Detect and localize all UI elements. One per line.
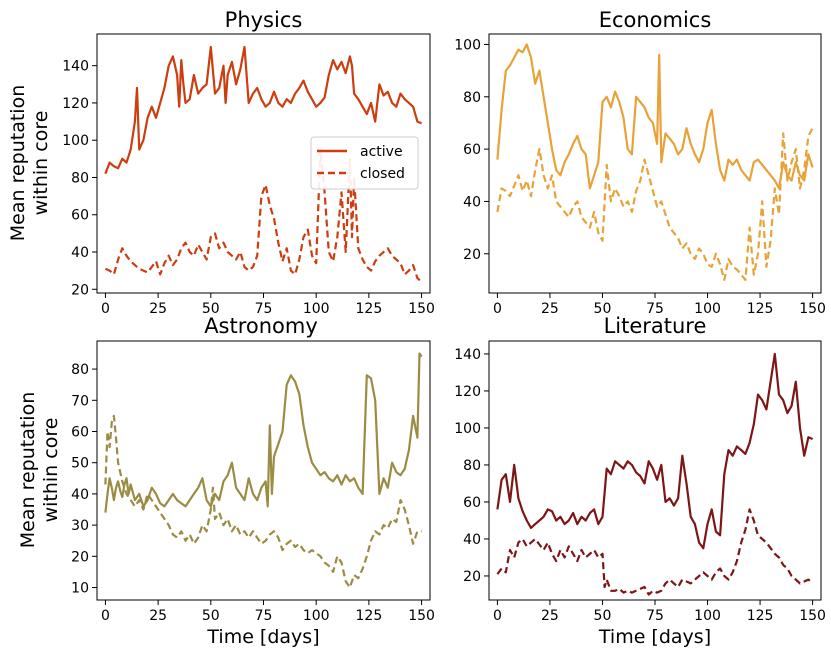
physics-closed-series-line [104,148,423,283]
physics-ytick-label: 80 [71,170,89,186]
astronomy-xtick-label: 100 [303,608,330,624]
astronomy-closed-series-line [104,414,422,589]
physics-active-series-line [104,45,423,175]
panel-physics: Physics 0 25 50 75 100 125 150 20 40 60 80 100 120 14… [62,8,435,317]
astronomy-xtick-label: 125 [356,608,383,624]
physics-xtick-label: 125 [356,301,383,317]
economics-xtick-label: 50 [594,301,612,317]
economics-plot-area: 0 25 50 75 100 125 150 20 40 60 80 100 [454,37,826,317]
economics-ytick-label: 20 [463,247,481,263]
literature-xtick-label: 0 [493,608,502,624]
panel-literature: Literature 0 25 50 75 100 125 150 20 40 60 80 100 12… [454,314,826,624]
literature-ytick-label: 120 [454,384,481,400]
physics-title: Physics [225,8,303,32]
economics-xtick-label: 100 [694,301,721,317]
astronomy-title: Astronomy [204,314,318,338]
literature-ytick-label: 100 [454,421,481,437]
literature-title: Literature [604,314,707,338]
literature-xtick-label: 75 [646,608,664,624]
literature-ytick-label: 40 [463,532,481,548]
literature-xtick-label: 100 [694,608,721,624]
astronomy-ytick-label: 40 [71,487,89,503]
physics-ytick-label: 140 [62,59,89,75]
economics-ytick-label: 60 [463,142,481,158]
economics-xtick-label: 150 [799,301,826,317]
astronomy-ytick-label: 20 [71,549,89,565]
physics-plot-area: 0 25 50 75 100 125 150 20 40 60 80 100 120 140 [62,45,435,317]
physics-xtick-label: 75 [255,301,273,317]
literature-ytick-label: 140 [454,347,481,363]
literature-plot-area: 0 25 50 75 100 125 150 20 40 60 80 100 120 140 [454,347,826,624]
economics-xtick-label: 0 [493,301,502,317]
economics-xtick-label: 125 [747,301,774,317]
literature-xtick-label: 25 [541,608,559,624]
astronomy-ytick-label: 60 [71,424,89,440]
astronomy-plot-area: 0 25 50 75 100 125 150 10 20 30 40 50 60 70 80 [71,352,435,624]
physics-ytick-label: 20 [71,282,89,298]
physics-xtick-label: 50 [202,301,220,317]
legend-active-label: active [360,144,403,160]
panel-astronomy: Astronomy 0 25 50 75 100 125 150 10 20 30 40 50 60 70… [71,314,435,624]
economics-ytick-label: 100 [454,37,481,53]
physics-ytick-label: 60 [71,208,89,224]
literature-xtick-label: 50 [594,608,612,624]
astronomy-ytick-label: 30 [71,518,89,534]
literature-active-series-line [496,352,814,550]
physics-xtick-label: 0 [101,301,110,317]
astronomy-ytick-label: 70 [71,393,89,409]
panel-economics: Economics 0 25 50 75 100 125 150 20 40 60 80 100 [454,8,826,317]
legend-closed-label: closed [360,166,405,182]
astronomy-active-series-line [104,352,423,513]
legend: active closed [310,136,419,190]
physics-ytick-label: 40 [71,245,89,261]
literature-xlabel: Time [days] [598,626,711,648]
literature-ytick-label: 80 [463,458,481,474]
literature-closed-series-line [496,508,814,596]
astronomy-plot-frame [96,340,431,601]
physics-xtick-label: 150 [408,301,435,317]
astronomy-ylabel-line2: within core [40,418,62,523]
physics-ytick-label: 100 [62,133,89,149]
physics-ylabel-line1: Mean reputation [7,85,29,241]
economics-closed-series-line [496,127,814,281]
literature-xtick-label: 125 [747,608,774,624]
astronomy-xlabel: Time [days] [206,626,319,648]
astronomy-ytick-label: 10 [71,581,89,597]
literature-ytick-label: 20 [463,569,481,585]
astronomy-ytick-label: 50 [71,456,89,472]
astronomy-ytick-label: 80 [71,362,89,378]
economics-xtick-label: 25 [541,301,559,317]
physics-xtick-label: 100 [303,301,330,317]
astronomy-xtick-label: 75 [255,608,273,624]
physics-xtick-label: 25 [149,301,167,317]
physics-ytick-label: 120 [62,96,89,112]
astronomy-xtick-label: 50 [202,608,220,624]
economics-ytick-label: 80 [463,90,481,106]
astronomy-xtick-label: 150 [408,608,435,624]
literature-xtick-label: 150 [799,608,826,624]
physics-ylabel-line2: within core [30,111,52,216]
literature-ytick-label: 60 [463,495,481,511]
economics-xtick-label: 75 [646,301,664,317]
astronomy-ylabel-line1: Mean reputation [17,392,39,548]
economics-active-series-line [496,43,814,190]
astronomy-xtick-label: 0 [101,608,110,624]
economics-ytick-label: 40 [463,194,481,210]
economics-title: Economics [599,8,712,32]
astronomy-xtick-label: 25 [149,608,167,624]
